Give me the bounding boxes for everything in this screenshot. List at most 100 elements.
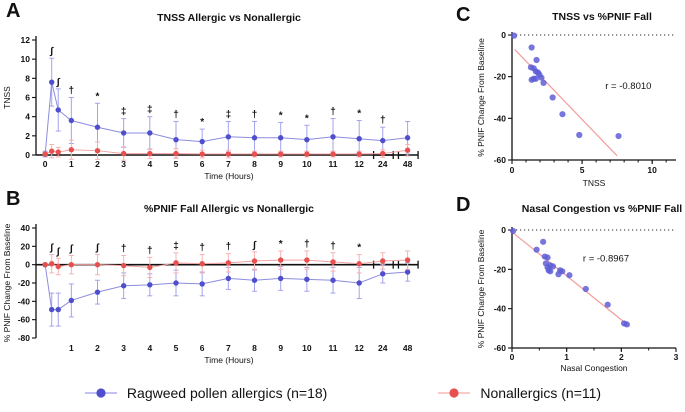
svg-text:10: 10	[302, 343, 312, 353]
data-point	[277, 151, 284, 157]
svg-text:5: 5	[580, 165, 585, 175]
significance-symbol: *	[305, 113, 309, 124]
svg-text:3: 3	[121, 159, 126, 169]
data-point	[94, 261, 101, 268]
data-point	[120, 130, 127, 136]
significance-symbol: ‡	[121, 107, 127, 118]
svg-text:4: 4	[25, 112, 30, 122]
svg-text:7: 7	[226, 343, 231, 353]
svg-text:8: 8	[252, 159, 257, 169]
data-point	[330, 134, 336, 140]
data-point	[42, 151, 48, 157]
data-point	[380, 150, 386, 157]
chart-title: Nasal Congestion vs %PNIF Fall	[522, 203, 683, 215]
data-point	[225, 134, 232, 140]
data-point	[277, 275, 284, 282]
svg-text:0: 0	[25, 150, 30, 160]
data-point	[68, 147, 75, 153]
data-point	[615, 132, 622, 140]
data-point	[540, 79, 547, 87]
svg-text:-60: -60	[18, 315, 31, 325]
data-point	[566, 272, 573, 279]
x-axis-label: TNSS	[583, 178, 606, 188]
svg-text:5: 5	[174, 343, 179, 353]
svg-text:-60: -60	[494, 343, 507, 353]
data-point	[173, 260, 179, 266]
y-axis-label: % PNIF Change From Baseline	[476, 38, 486, 157]
y-axis-label: % PNIF Change From Baseline	[2, 223, 12, 342]
significance-symbol: †	[147, 245, 153, 256]
significance-symbol: ∫	[49, 243, 54, 254]
pnif-timecourse-chart: %PNIF Fall Allergic vs Nonallergic % PNIF…	[2, 203, 419, 365]
svg-text:10: 10	[21, 54, 31, 64]
data-point	[304, 136, 310, 143]
data-point	[380, 258, 386, 264]
data-point	[304, 151, 310, 157]
data-point	[533, 56, 540, 64]
data-point	[330, 259, 336, 265]
svg-text:1: 1	[69, 159, 74, 169]
data-point	[356, 280, 362, 286]
svg-text:24: 24	[378, 159, 388, 169]
svg-text:7: 7	[226, 159, 231, 169]
svg-text:5: 5	[174, 159, 179, 169]
panel-label-c: C	[456, 4, 471, 26]
data-point	[330, 277, 336, 283]
svg-text:6: 6	[200, 159, 205, 169]
data-point	[251, 151, 258, 157]
data-point	[356, 151, 362, 157]
data-point	[173, 136, 179, 143]
data-point	[544, 254, 551, 261]
data-point	[94, 124, 101, 130]
data-point	[251, 277, 258, 283]
svg-text:2: 2	[95, 159, 100, 169]
panel-tnss-timecourse: TNSS Allergic vs Nonallergic TNSS 0 2 4 6 8 10 1…	[0, 0, 440, 182]
data-point	[538, 74, 545, 81]
svg-text:-20: -20	[18, 278, 31, 288]
significance-symbol: *	[200, 117, 204, 128]
significance-symbol: ∫	[252, 240, 257, 251]
legend-label-nonallergics: Nonallergics (n=11)	[480, 385, 602, 401]
svg-text:24: 24	[378, 343, 388, 353]
svg-text:2: 2	[25, 131, 30, 141]
significance-symbol: *	[357, 109, 361, 120]
data-point	[94, 289, 101, 295]
significance-symbol: ‡	[147, 105, 153, 116]
data-point	[533, 246, 540, 253]
panel-pnif-timecourse: %PNIF Fall Allergic vs Nonallergic % PNIF…	[0, 182, 440, 372]
data-point	[199, 138, 205, 145]
svg-text:9: 9	[278, 343, 283, 353]
figure-legend: Ragweed pollen allergics (n=18) Nonaller…	[0, 374, 685, 412]
chart-title: TNSS vs %PNIF Fall	[552, 11, 652, 23]
svg-text:0: 0	[510, 165, 515, 175]
significance-symbol: ∫	[69, 244, 74, 255]
x-axis-label: Nasal Congestion	[560, 363, 627, 372]
svg-text:20: 20	[21, 241, 31, 251]
data-point	[404, 135, 411, 141]
svg-text:2: 2	[619, 352, 624, 362]
svg-text:0: 0	[43, 159, 48, 169]
nonallergics-marker-icon	[438, 388, 471, 398]
chart-title: TNSS Allergic vs Nonallergic	[157, 12, 301, 24]
svg-text:11: 11	[329, 159, 338, 169]
svg-text:-20: -20	[494, 264, 507, 274]
data-point	[55, 149, 61, 155]
svg-text:10: 10	[302, 159, 312, 169]
svg-text:0: 0	[25, 260, 30, 270]
svg-text:8: 8	[252, 343, 257, 353]
svg-text:0: 0	[501, 30, 506, 40]
svg-text:12: 12	[354, 343, 364, 353]
tnss-timecourse-chart: TNSS Allergic vs NonallergicTNSS02468101…	[2, 12, 419, 181]
data-point	[404, 257, 411, 263]
congestion-correlation-chart: Nasal Congestion vs %PNIF Fall % PNIF Cha…	[476, 203, 683, 372]
significance-symbol: †	[252, 109, 258, 120]
significance-symbol: †	[330, 107, 336, 118]
svg-text:12: 12	[21, 35, 31, 45]
panel-label-b: B	[6, 188, 21, 210]
data-point	[380, 137, 386, 144]
svg-text:0: 0	[501, 225, 506, 235]
significance-symbol: ‡	[226, 109, 232, 120]
data-point	[532, 75, 539, 82]
data-point	[304, 257, 310, 263]
